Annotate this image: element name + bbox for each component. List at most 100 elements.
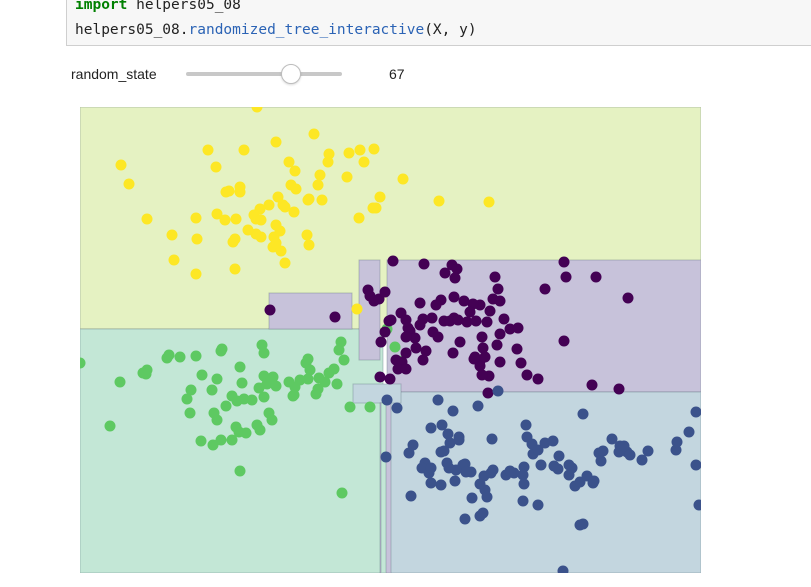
random-state-slider[interactable] [186,64,342,84]
point-blue [444,437,456,449]
point-blue [624,449,636,461]
random-state-label: random_state [71,66,157,82]
point-purple [558,256,570,268]
point-green [302,373,314,385]
point-purple [586,379,598,391]
point-blue [438,445,450,457]
point-blue [520,419,532,431]
point-blue [693,499,701,511]
point-purple [379,286,391,298]
point-green [163,349,175,361]
point-purple [444,315,456,327]
point-purple [400,331,412,343]
decision-regions [80,107,701,573]
point-yellow [227,236,239,248]
code-cell[interactable]: import helpers05_08 helpers05_08.randomi… [66,0,811,46]
point-blue [481,491,493,503]
point-yellow [234,181,246,193]
point-purple [469,351,481,363]
region-purple [386,259,701,393]
point-yellow [397,173,409,185]
point-blue [557,565,569,573]
point-blue [472,400,484,412]
point-green [304,364,316,376]
point-yellow [301,229,313,241]
point-green [236,377,248,389]
point-purple [392,363,404,375]
point-blue [447,405,459,417]
point-purple [494,328,506,340]
point-purple [374,371,386,383]
point-blue [518,478,530,490]
point-green [234,465,246,477]
point-green [364,401,376,413]
code-line-call: helpers05_08.randomized_tree_interactive… [75,21,477,39]
point-purple [379,326,391,338]
point-green [80,357,86,369]
point-green [246,394,258,406]
slider-handle[interactable] [280,64,301,84]
point-green [389,341,401,353]
point-blue [532,444,544,456]
point-purple [492,283,504,295]
point-green [181,393,193,405]
point-yellow [263,199,275,211]
point-yellow [272,191,284,203]
point-purple [418,258,430,270]
point-blue [517,469,529,481]
point-yellow [230,213,242,225]
point-yellow [270,237,282,249]
point-yellow [168,254,180,266]
point-purple [476,331,488,343]
point-blue [381,394,393,406]
point-yellow [220,186,232,198]
point-blue [492,385,504,397]
point-blue [532,499,544,511]
point-green [195,435,207,447]
point-yellow [279,201,291,213]
slider-track[interactable] [186,72,342,76]
point-purple [447,347,459,359]
point-blue [642,445,654,457]
point-yellow [288,206,300,218]
point-purple [417,354,429,366]
point-yellow [229,263,241,275]
point-yellow [483,196,495,208]
point-blue [477,507,489,519]
point-blue [449,475,461,487]
point-purple [482,387,494,399]
point-purple [464,306,476,318]
decision-tree-plot [80,107,701,573]
point-blue [517,495,529,507]
point-purple [430,299,442,311]
point-blue [391,402,403,414]
point-purple [476,369,488,381]
point-purple [484,305,496,317]
point-blue [588,475,600,487]
region-green [380,402,387,573]
point-purple [387,255,399,267]
point-yellow [303,239,315,251]
point-blue [459,513,471,525]
point-purple [458,295,470,307]
point-green [190,350,202,362]
code-line-import: import helpers05_08 [75,0,241,14]
point-green [294,374,306,386]
point-green [344,401,356,413]
point-green [234,361,246,373]
point-yellow [368,143,380,155]
point-yellow [343,147,355,159]
point-green [114,376,126,388]
point-yellow [210,161,222,173]
point-purple [451,263,463,275]
point-yellow [115,159,127,171]
point-blue [486,433,498,445]
point-blue [450,464,462,476]
point-blue [432,394,444,406]
point-green [258,391,270,403]
point-yellow [141,213,153,225]
point-blue [425,477,437,489]
point-purple [521,369,533,381]
point-blue [552,463,564,475]
point-yellow [251,107,263,113]
